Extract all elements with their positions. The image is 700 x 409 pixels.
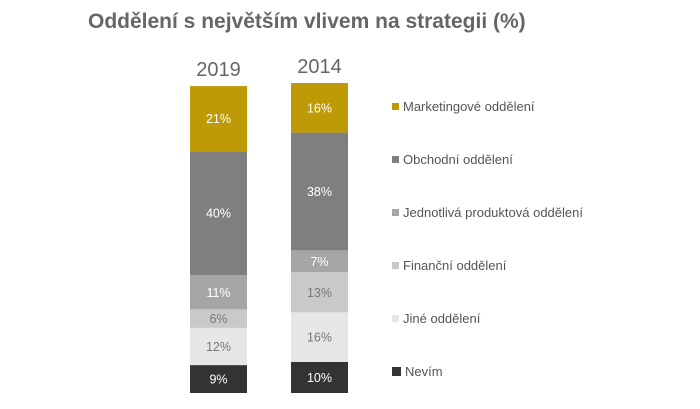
- bar-segment: [190, 309, 247, 328]
- bar-segment: [291, 250, 348, 273]
- legend-item: Jednotlivá produktová oddělení: [392, 205, 583, 220]
- chart-title: Oddělení s největším vlivem na strategii…: [88, 10, 526, 33]
- data-label: 40%: [206, 207, 231, 221]
- legend-swatch: [392, 156, 399, 163]
- data-label: 10%: [307, 371, 332, 385]
- bar-segment: [291, 83, 348, 133]
- legend-item: Nevím: [392, 364, 443, 379]
- legend-swatch: [392, 103, 399, 110]
- data-label: 16%: [307, 331, 332, 345]
- bar-segment: [291, 362, 348, 393]
- legend-swatch: [392, 262, 399, 269]
- category-label: 2014: [297, 56, 342, 78]
- data-label: 7%: [310, 255, 328, 269]
- bar-segment: [291, 272, 348, 313]
- legend-label: Obchodní oddělení: [403, 152, 513, 167]
- data-label: 11%: [206, 286, 230, 300]
- legend-label: Jednotlivá produktová oddělení: [403, 205, 583, 220]
- data-label: 16%: [307, 101, 332, 115]
- legend-label: Marketingové oddělení: [403, 99, 535, 114]
- data-label: 38%: [307, 185, 332, 199]
- bar-segment: [190, 327, 247, 366]
- legend-item: Finanční oddělení: [392, 258, 506, 273]
- data-label: 21%: [206, 112, 231, 126]
- data-label: 6%: [209, 312, 227, 326]
- legend-swatch: [392, 209, 399, 216]
- category-label: 2019: [196, 59, 241, 81]
- bar-segment: [291, 132, 348, 251]
- data-label: 9%: [209, 373, 227, 387]
- legend-label: Nevím: [405, 364, 443, 379]
- legend-label: Jiné oddělení: [403, 311, 481, 326]
- legend-item: Marketingové oddělení: [392, 99, 535, 114]
- data-label: 13%: [307, 286, 332, 300]
- bar-segment: [190, 275, 247, 310]
- bar-segment: [190, 151, 247, 276]
- data-label: 12%: [206, 340, 231, 354]
- legend-item: Jiné oddělení: [392, 311, 480, 326]
- legend-swatch: [392, 315, 399, 322]
- bar-segment: [190, 365, 247, 393]
- legend-label: Finanční oddělení: [403, 258, 507, 273]
- bar-segment: [190, 86, 247, 152]
- legend-item: Obchodní oddělení: [392, 152, 513, 167]
- bar-segment: [291, 312, 348, 362]
- legend-swatch: [392, 367, 401, 376]
